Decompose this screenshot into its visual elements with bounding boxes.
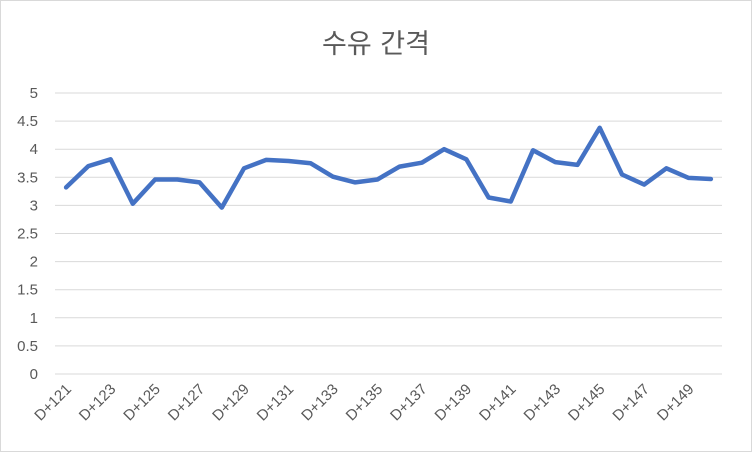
x-tick-label: D+121: [31, 381, 75, 425]
x-tick-label: D+141: [476, 381, 520, 425]
x-tick-label: D+133: [298, 381, 342, 425]
x-tick-label: D+135: [343, 381, 387, 425]
x-tick-label: D+137: [387, 381, 431, 425]
gridlines: [55, 92, 722, 375]
series-layer: [63, 125, 714, 210]
x-tick-label: D+139: [432, 381, 476, 425]
x-tick-label: D+145: [565, 381, 609, 425]
y-tick-label: 2.5: [17, 226, 38, 243]
y-tick-label: 0: [30, 366, 38, 383]
x-tick-label: D+129: [209, 381, 253, 425]
y-tick-label: 2: [30, 254, 38, 271]
x-tick-label: D+127: [165, 381, 209, 425]
y-axis-tick-labels: 0 0.5 1 1.5 2 2.5 3 3.5 4 4.5 5: [17, 85, 38, 383]
x-axis-tick-labels: D+121 D+123 D+125 D+127 D+129 D+131 D+133 D+135…: [31, 381, 697, 425]
series-line-0: [63, 125, 714, 210]
x-tick-label: D+143: [521, 381, 565, 425]
x-tick-label: D+125: [120, 381, 164, 425]
x-tick-label: D+131: [254, 381, 298, 425]
y-tick-label: 4: [30, 141, 38, 158]
y-tick-label: 4.5: [17, 113, 38, 130]
y-tick-label: 1.5: [17, 282, 38, 299]
y-tick-label: 3.5: [17, 169, 38, 186]
x-tick-label: D+123: [76, 381, 120, 425]
chart-title: 수유 간격: [322, 29, 430, 60]
y-tick-label: 5: [30, 85, 38, 102]
x-tick-label: D+149: [654, 381, 698, 425]
y-tick-label: 0.5: [17, 338, 38, 355]
x-tick-label: D+147: [609, 381, 653, 425]
y-tick-label: 3: [30, 197, 38, 214]
y-tick-label: 1: [30, 310, 38, 327]
